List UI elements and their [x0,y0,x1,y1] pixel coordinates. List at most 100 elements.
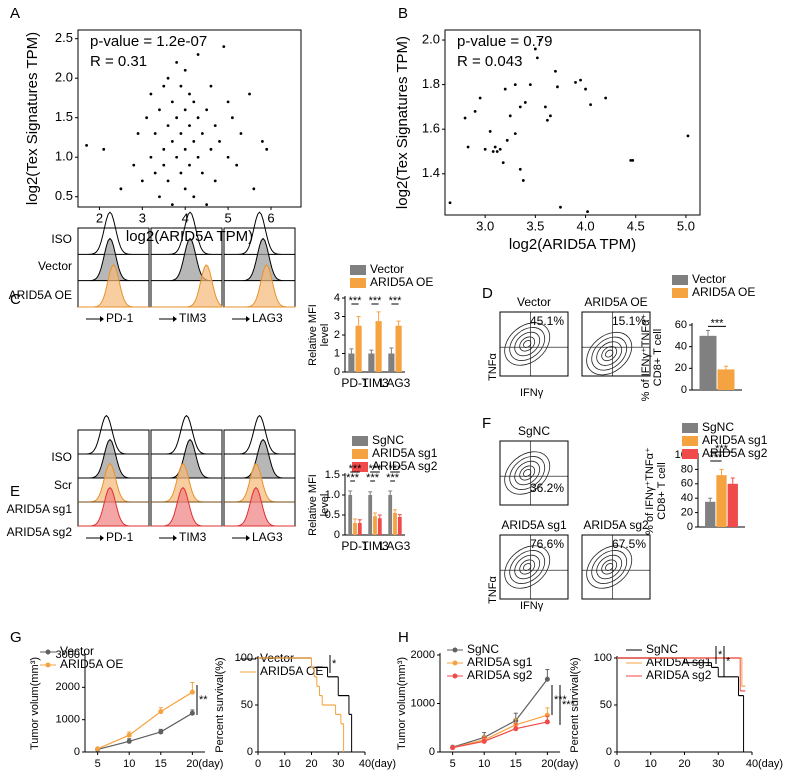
point [102,147,106,151]
histogram [224,486,295,527]
row-label: ISO [51,232,72,246]
point [448,201,452,205]
histogram [78,486,149,527]
contour [504,322,551,366]
x-tick-label: 10 [645,758,657,770]
contour-frame [581,534,651,600]
y-tick-label: 2000 [411,649,435,661]
bar [388,353,395,372]
y-axis-label: level [319,324,331,347]
y-axis-label: level [319,494,331,517]
contour [523,340,532,348]
y-tick-label: 0 [334,529,340,541]
point [192,100,196,104]
y-tick-label: 1000 [411,697,435,709]
point [226,100,230,104]
contour-frame [499,440,569,506]
y-tick-label: 1.8 [422,76,440,91]
point [209,147,213,151]
point [188,124,191,128]
legend-label: SgNC [372,433,404,447]
legend-label: ARID5A sg2 [702,446,768,460]
gate-percent: 36.2% [530,481,564,495]
point [158,108,161,112]
point [132,163,136,167]
point [488,130,492,133]
point [491,150,495,153]
point [153,132,157,135]
y-tick-label: 100 [594,652,612,664]
point [463,116,467,120]
significance: * [332,658,337,670]
legend-swatch [682,423,698,433]
x-tick-label: 40 [359,758,371,770]
contour [519,336,536,352]
point [196,155,200,159]
point [149,155,153,159]
point [162,84,166,88]
y-tick-label: 2.0 [422,31,440,46]
y-tick-label: 80 [681,463,693,475]
point [145,116,149,120]
series-line [452,721,548,749]
significance: * [718,649,723,661]
x-tick-label: 6 [267,210,274,225]
legend-label: SgNC [646,642,678,656]
bar [375,321,382,372]
significance: *** [389,463,403,475]
contour [504,545,551,589]
y-tick-label: 4 [334,292,340,304]
point [518,105,522,109]
x-tick-label: 30 [332,758,344,770]
bar [717,369,735,390]
histogram [78,264,149,308]
histogram [151,264,223,308]
bar [373,516,377,535]
y-tick-label: 0.5 [325,509,340,521]
point [559,205,562,209]
point [170,203,174,207]
point [170,100,174,104]
x-tick-label: LAG3 [380,376,411,390]
marker [481,738,487,744]
significance: *** [346,472,360,484]
panel-label: D [482,285,493,302]
row-label: ARID5A sg2 [7,525,73,539]
point [586,210,589,214]
point [554,69,557,73]
y-axis-label: % of IFNγ⁺TNFα⁺ [640,313,652,401]
y-tick-label: 1 [334,347,340,359]
point [213,124,217,128]
bar [699,335,717,390]
contour [509,327,546,361]
point [183,68,187,72]
panel-label: G [10,629,22,646]
x-tick-label: 0 [255,758,261,770]
arrow-head [173,316,177,322]
marker [544,719,550,725]
y-axis-label: CD8+ T cell [652,329,664,386]
contour-frame [581,311,651,377]
significance: *** [369,463,383,475]
point [629,158,633,162]
y-axis-label: Relative MFI [307,474,319,536]
point [149,92,153,96]
bar [388,495,393,535]
point [589,103,592,107]
row-label: ARID5A sg1 [7,502,73,516]
arrow-head [246,535,250,541]
point [501,161,505,165]
bar [716,475,727,527]
annotation: p-value = 0.79 [457,33,553,50]
legend-label: SgNC [702,420,734,434]
y-tick-label: 50 [600,699,612,711]
y-axis-label: % of IFNγ⁺TNFα⁺ [644,447,656,535]
point [604,96,608,100]
y-axis-label: Percent survival(%) [569,657,581,752]
y-axis-label: Tumor volum(mm³) [29,657,41,750]
y-tick-label: 1.4 [422,165,440,180]
point [200,132,204,135]
contour [514,331,541,357]
bar [705,501,716,527]
point [533,47,537,51]
